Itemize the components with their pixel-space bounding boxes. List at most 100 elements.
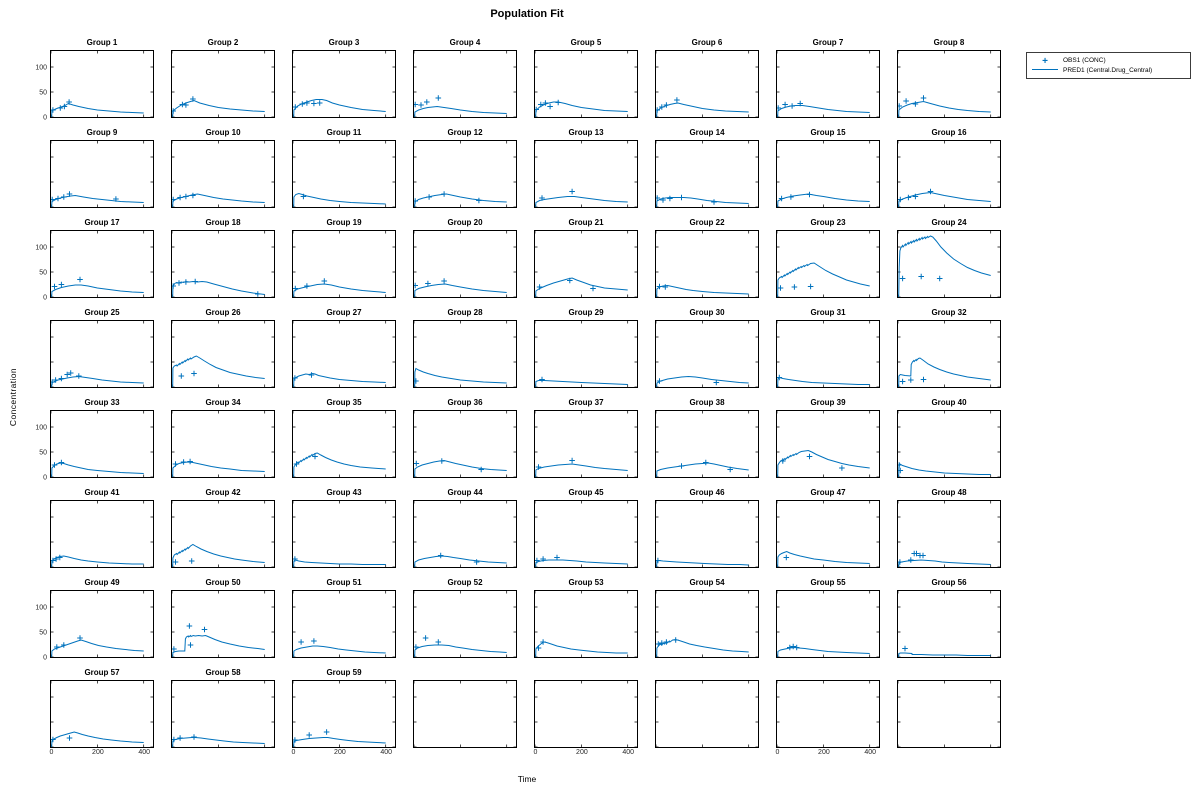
subplot-group-17: 0 50 100 — [35, 230, 154, 301]
subplot-title: Group 9 — [86, 128, 118, 137]
subplot-title — [413, 666, 517, 680]
subplot-cell: Group 24 — [897, 216, 1001, 306]
subplot-cell: Group 16 — [897, 126, 1001, 216]
subplot-cell: Group 43 — [292, 486, 396, 576]
subplot-title: Group 35 — [326, 398, 362, 407]
subplot-title: Group 28 — [447, 308, 483, 317]
subplot-group-8 — [897, 50, 1001, 118]
subplot-cell: Group 3 — [292, 36, 396, 126]
subplot-title: Group 44 — [447, 488, 483, 497]
y-tick-label: 50 — [39, 269, 47, 276]
subplot-cell: Group 57 0 200 400 — [50, 666, 154, 756]
subplot-group-1: 0 50 100 — [35, 50, 154, 121]
subplot-cell: Group 7 — [776, 36, 880, 126]
subplot-group-40 — [897, 410, 1001, 478]
subplot-group-22 — [655, 230, 759, 298]
subplot-cell: Group 20 — [413, 216, 517, 306]
subplot-group-43 — [292, 500, 396, 568]
subplot-title: Group 45 — [568, 488, 604, 497]
subplot-cell: Group 32 — [897, 306, 1001, 396]
subplot-cell: Group 2 — [171, 36, 275, 126]
subplot-title — [897, 666, 1001, 680]
subplot-group-33: 0 50 100 — [35, 410, 154, 481]
y-tick-label: 0 — [43, 654, 47, 661]
subplot-cell: Group 6 — [655, 36, 759, 126]
x-tick-label: 0 — [533, 749, 538, 756]
subplot-cell: Group 36 — [413, 396, 517, 486]
subplot-title: Group 21 — [568, 218, 604, 227]
y-tick-label: 100 — [35, 424, 47, 431]
subplot-group-34 — [171, 410, 275, 478]
subplot-title: Group 7 — [812, 38, 844, 47]
subplot-title: Group 4 — [449, 38, 481, 47]
subplot-cell: Group 15 — [776, 126, 880, 216]
subplot-title: Group 15 — [810, 128, 846, 137]
subplot-group-54 — [655, 590, 759, 658]
subplot-group-30 — [655, 320, 759, 388]
subplot-cell: Group 45 — [534, 486, 638, 576]
subplot-title: Group 36 — [447, 398, 483, 407]
subplot-group-18 — [171, 230, 275, 298]
x-tick-label: 400 — [864, 749, 877, 756]
subplot-cell: Group 31 — [776, 306, 880, 396]
subplot-group-15 — [776, 140, 880, 208]
subplot-title: Group 19 — [326, 218, 362, 227]
subplot-cell: Group 37 — [534, 396, 638, 486]
line-swatch — [1032, 69, 1058, 71]
subplot-group-51 — [292, 590, 396, 658]
y-tick-label: 50 — [39, 449, 47, 456]
empty-panel — [655, 680, 759, 748]
subplot-group-32 — [897, 320, 1001, 388]
subplot-group-11 — [292, 140, 396, 208]
subplot-cell: Group 38 — [655, 396, 759, 486]
subplot-title: Group 42 — [205, 488, 241, 497]
subplot-cell: Group 10 — [171, 126, 275, 216]
subplot-group-36 — [413, 410, 517, 478]
subplot-cell: Group 44 — [413, 486, 517, 576]
empty-panel: 0 200 400 — [776, 680, 880, 756]
subplot-cell: Group 33 0 50 100 — [35, 396, 154, 486]
subplot-title: Group 56 — [931, 578, 967, 587]
subplot-group-49: 0 50 100 — [35, 590, 154, 661]
subplot-cell: Group 47 — [776, 486, 880, 576]
subplot-cell: Group 41 — [50, 486, 154, 576]
subplot-group-37 — [534, 410, 638, 478]
x-tick-label: 200 — [576, 749, 588, 756]
subplot-cell: Group 8 — [897, 36, 1001, 126]
plus-marker-icon: + — [1027, 51, 1063, 69]
subplot-group-19 — [292, 230, 396, 298]
x-tick-label: 200 — [818, 749, 830, 756]
subplot-group-3 — [292, 50, 396, 118]
subplot-group-39 — [776, 410, 880, 478]
subplot-group-55 — [776, 590, 880, 658]
subplot-title: Group 30 — [689, 308, 725, 317]
subplot-cell: Group 58 — [171, 666, 275, 756]
y-tick-label: 100 — [35, 604, 47, 611]
subplot-title: Group 55 — [810, 578, 846, 587]
subplot-cell: Group 35 — [292, 396, 396, 486]
subplot-group-56 — [897, 590, 1001, 658]
subplot-cell: Group 30 — [655, 306, 759, 396]
subplot-title: Group 14 — [689, 128, 725, 137]
subplot-cell: Group 4 — [413, 36, 517, 126]
subplot-title: Group 33 — [84, 398, 120, 407]
subplot-group-48 — [897, 500, 1001, 568]
y-tick-label: 0 — [43, 474, 47, 481]
subplot-cell: Group 23 — [776, 216, 880, 306]
subplot-title: Group 17 — [84, 218, 120, 227]
subplot-title: Group 51 — [326, 578, 362, 587]
subplot-title: Group 18 — [205, 218, 241, 227]
subplot-title — [655, 666, 759, 680]
y-tick-label: 100 — [35, 244, 47, 251]
subplot-title: Group 12 — [447, 128, 483, 137]
subplot-title: Group 8 — [933, 38, 965, 47]
subplot-group-5 — [534, 50, 638, 118]
subplot-cell: Group 49 0 50 100 — [35, 576, 154, 666]
subplot-title: Group 49 — [84, 578, 120, 587]
subplot-title: Group 54 — [689, 578, 725, 587]
empty-panel — [897, 680, 1001, 748]
x-axis-label: Time — [517, 774, 537, 784]
subplot-group-27 — [292, 320, 396, 388]
subplot-title: Group 46 — [689, 488, 725, 497]
subplot-title: Group 26 — [205, 308, 241, 317]
